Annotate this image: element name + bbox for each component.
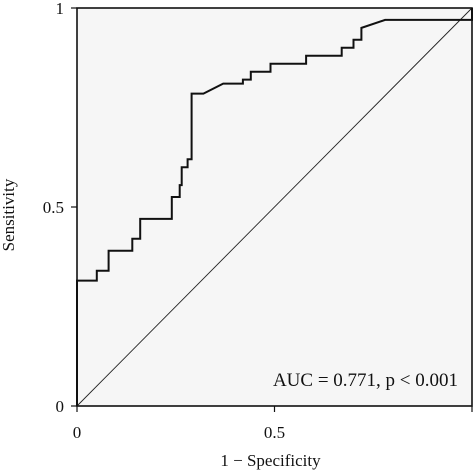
x-tick-label: 0.5 — [264, 423, 285, 442]
x-tick-label: 0 — [73, 423, 82, 442]
y-axis: 00.51 — [43, 0, 77, 416]
y-tick-label: 1 — [56, 0, 65, 18]
y-axis-title: Sensitivity — [0, 178, 18, 251]
reference-diagonal — [76, 7, 473, 407]
x-axis: 0 0.5 — [73, 406, 473, 442]
y-tick-label: 0.5 — [43, 198, 64, 217]
roc-curve — [76, 8, 473, 406]
x-axis-title: 1 − Specificity — [220, 451, 321, 470]
y-tick-label: 0 — [56, 397, 65, 416]
auc-annotation: AUC = 0.771, p < 0.001 — [273, 370, 458, 391]
